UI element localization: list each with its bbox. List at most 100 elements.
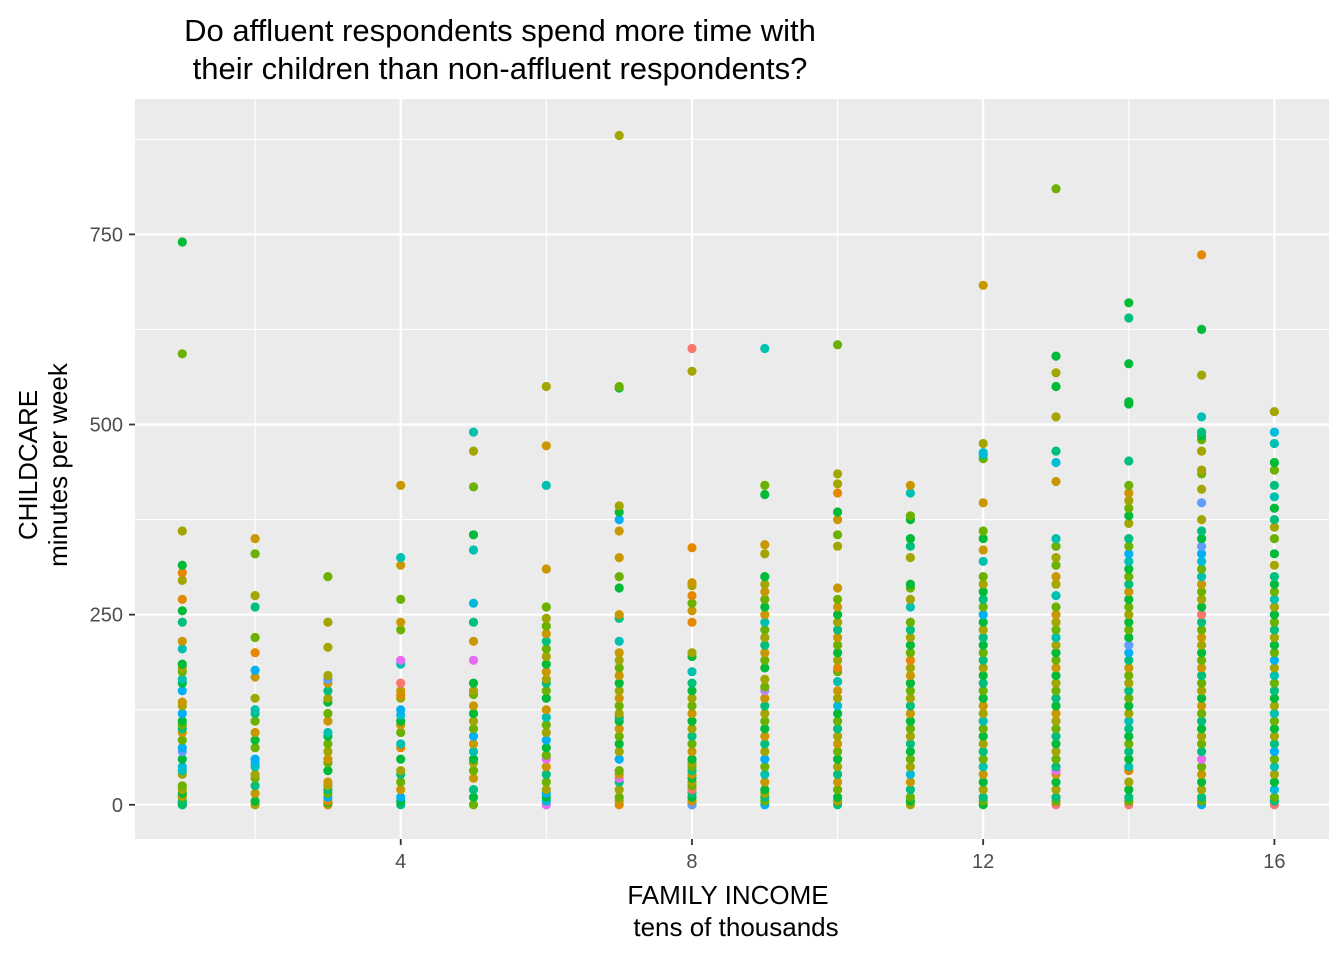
data-point (760, 785, 770, 795)
data-point (323, 617, 333, 627)
data-point (905, 785, 916, 795)
data-point (760, 746, 770, 757)
data-point (1124, 701, 1134, 711)
data-point (1269, 724, 1279, 734)
data-point (541, 667, 551, 677)
data-point (468, 800, 479, 810)
data-point (614, 572, 624, 582)
data-point (1197, 370, 1207, 380)
data-point (833, 507, 843, 517)
data-point (1124, 564, 1134, 574)
data-point (1269, 678, 1279, 688)
data-point (1124, 518, 1134, 529)
data-point (833, 686, 843, 696)
data-point (978, 632, 988, 643)
data-point (905, 625, 916, 635)
data-point (1051, 184, 1061, 194)
data-point (760, 594, 770, 605)
data-point (1269, 701, 1279, 711)
data-point (687, 754, 697, 764)
data-point (1197, 324, 1207, 334)
data-point (833, 655, 843, 665)
data-point (1124, 670, 1134, 681)
data-point (978, 280, 988, 290)
data-point (833, 731, 843, 741)
data-point (468, 686, 479, 696)
data-point (1269, 762, 1279, 772)
data-point (323, 727, 333, 738)
data-point (905, 579, 916, 589)
data-point (614, 766, 624, 776)
data-point (250, 672, 260, 682)
data-point (177, 606, 187, 616)
data-point (833, 469, 843, 479)
data-point (760, 602, 770, 612)
data-point (905, 594, 916, 605)
data-point (1197, 412, 1207, 422)
data-point (1269, 480, 1279, 490)
data-point (760, 617, 770, 627)
data-point (1197, 602, 1207, 612)
data-point (323, 686, 333, 696)
data-point (177, 697, 187, 707)
data-point (396, 754, 406, 764)
data-point (1051, 457, 1061, 468)
data-point (1269, 670, 1279, 681)
data-point (1124, 359, 1134, 369)
data-point (1269, 777, 1279, 787)
data-point (978, 602, 988, 612)
data-point (1051, 591, 1061, 601)
data-point (905, 686, 916, 696)
data-point (1269, 534, 1279, 544)
data-point (1051, 701, 1061, 711)
data-point (1051, 446, 1061, 456)
data-point (1269, 731, 1279, 741)
data-point (760, 640, 770, 650)
data-point (541, 743, 551, 753)
data-point (468, 716, 479, 726)
data-point (1197, 610, 1207, 620)
data-point (1269, 625, 1279, 635)
data-point (1197, 746, 1207, 757)
data-point (1269, 465, 1279, 475)
y-tick-label: 750 (90, 224, 123, 246)
data-point (541, 651, 551, 662)
data-point (323, 754, 333, 764)
data-point (468, 731, 479, 741)
data-point (978, 785, 988, 795)
data-point (1051, 754, 1061, 764)
data-point (1051, 739, 1061, 749)
data-point (978, 610, 988, 620)
data-point (250, 769, 260, 780)
data-point (905, 670, 916, 681)
data-point (1051, 762, 1061, 772)
data-point (541, 720, 551, 730)
data-point (177, 526, 187, 536)
y-axis-title-line-1: CHILDCARE (13, 390, 43, 540)
data-point (978, 731, 988, 741)
data-point (1124, 785, 1134, 795)
data-point (614, 553, 624, 563)
data-point (905, 777, 916, 787)
y-axis-title-line-2: minutes per week (43, 362, 73, 567)
data-point (1197, 663, 1207, 673)
data-point (1269, 579, 1279, 589)
data-point (1051, 640, 1061, 650)
y-tick-label: 0 (112, 795, 123, 817)
data-point (1197, 655, 1207, 665)
data-point (760, 489, 770, 500)
data-point (978, 746, 988, 757)
data-point (760, 731, 770, 741)
data-point (1051, 534, 1061, 544)
data-point (978, 594, 988, 605)
data-point (833, 640, 843, 650)
data-point (614, 754, 624, 764)
data-point (905, 534, 916, 544)
data-point (250, 705, 260, 715)
data-point (1197, 579, 1207, 589)
data-point (978, 579, 988, 589)
data-point (905, 716, 916, 726)
data-point (323, 777, 333, 787)
data-point (1197, 777, 1207, 787)
